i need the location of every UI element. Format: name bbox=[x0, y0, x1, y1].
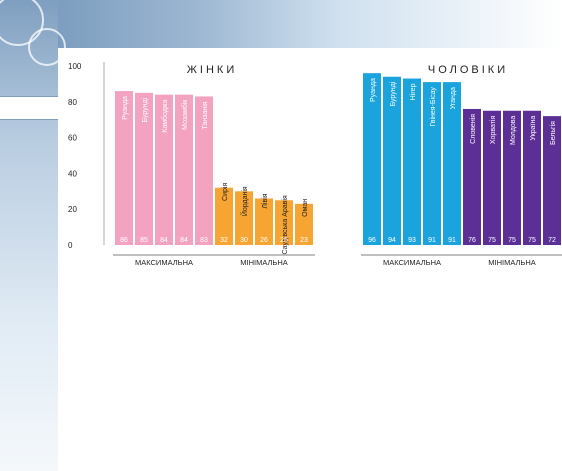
value-label: 75 bbox=[508, 237, 516, 244]
bar bbox=[363, 73, 381, 245]
category-label: Мозамбік bbox=[181, 99, 189, 130]
value-label: 25 bbox=[280, 237, 288, 244]
value-label: 76 bbox=[468, 237, 476, 244]
bar bbox=[275, 200, 293, 245]
header-banner bbox=[0, 0, 562, 48]
bar bbox=[463, 108, 481, 246]
category-label: Бурунді bbox=[141, 97, 149, 122]
value-label: 96 bbox=[368, 237, 376, 244]
bar bbox=[423, 82, 441, 245]
bar bbox=[155, 94, 173, 245]
y-tick-label: 100 bbox=[68, 62, 82, 71]
panel-title: ЖІНКИ bbox=[187, 64, 237, 76]
un-emblem-icon bbox=[0, 0, 44, 46]
group-label: МІНІМАЛЬНА bbox=[240, 258, 288, 267]
category-label: Бурунді bbox=[389, 81, 397, 106]
category-label: Молдова bbox=[510, 116, 517, 145]
category-label: Україна bbox=[530, 116, 537, 141]
bar bbox=[195, 96, 213, 246]
value-label: 85 bbox=[140, 237, 148, 244]
bar bbox=[403, 78, 421, 245]
category-label: Хорватія bbox=[489, 116, 497, 145]
y-tick-label: 80 bbox=[68, 98, 77, 107]
value-label: 86 bbox=[120, 237, 128, 244]
value-label: 72 bbox=[548, 237, 556, 244]
category-label: Лівія bbox=[261, 193, 269, 208]
bar bbox=[115, 91, 133, 245]
category-label: Уганда bbox=[450, 87, 457, 109]
value-label: 93 bbox=[408, 237, 416, 244]
side-banner bbox=[0, 0, 58, 471]
y-tick-label: 40 bbox=[68, 169, 77, 178]
category-label: Руанда bbox=[122, 96, 129, 120]
bar bbox=[235, 191, 253, 245]
value-label: 26 bbox=[260, 237, 268, 244]
bar bbox=[175, 94, 193, 245]
bar bbox=[135, 92, 153, 245]
category-label: Камбоджа bbox=[161, 100, 169, 133]
side-strip bbox=[0, 96, 58, 120]
value-label: 94 bbox=[388, 237, 396, 244]
value-label: 91 bbox=[448, 237, 456, 244]
value-label: 84 bbox=[180, 237, 188, 244]
group-label: МІНІМАЛЬНА bbox=[488, 258, 536, 267]
value-label: 84 bbox=[160, 237, 168, 244]
bar bbox=[483, 110, 501, 245]
chart-panel: 100 80 60 40 20 0 ЖІНКИ Руанда 86 Бурунді 85 Камбод… bbox=[58, 48, 562, 360]
value-label: 83 bbox=[200, 237, 208, 244]
bar bbox=[443, 82, 461, 245]
category-label: Оман bbox=[302, 199, 309, 217]
category-label: Руанда bbox=[370, 78, 377, 102]
category-label: Гвінея-Бісау bbox=[429, 87, 437, 127]
bar-chart: 100 80 60 40 20 0 ЖІНКИ Руанда 86 Бурунді 85 Камбод… bbox=[68, 62, 562, 267]
group-label: МАКСИМАЛЬНА bbox=[135, 258, 193, 267]
bar bbox=[295, 203, 313, 245]
category-label: Словенія bbox=[469, 114, 477, 144]
category-label: Йорданія bbox=[240, 186, 249, 216]
category-label: Танзанія bbox=[201, 101, 209, 129]
value-label: 75 bbox=[528, 237, 536, 244]
bar bbox=[523, 110, 541, 245]
category-label: Бельгія bbox=[549, 121, 557, 145]
bar bbox=[383, 76, 401, 246]
value-label: 75 bbox=[488, 237, 496, 244]
value-label: 30 bbox=[240, 237, 248, 244]
bar bbox=[255, 198, 273, 245]
y-tick-label: 20 bbox=[68, 205, 77, 214]
un-emblem-small-icon bbox=[28, 28, 66, 66]
category-label: Нігер bbox=[409, 83, 417, 100]
bar bbox=[215, 187, 233, 245]
value-label: 23 bbox=[300, 237, 308, 244]
value-label: 32 bbox=[220, 237, 228, 244]
category-label: Сирія bbox=[221, 183, 229, 201]
value-label: 91 bbox=[428, 237, 436, 244]
bar bbox=[543, 116, 561, 246]
category-label: Саудівська Аравія bbox=[281, 195, 289, 254]
y-tick-label: 60 bbox=[68, 134, 77, 143]
group-label: МАКСИМАЛЬНА bbox=[383, 258, 441, 267]
bar bbox=[503, 110, 521, 245]
y-tick-label: 0 bbox=[68, 241, 73, 250]
panel-title: ЧОЛОВІКИ bbox=[428, 64, 508, 76]
